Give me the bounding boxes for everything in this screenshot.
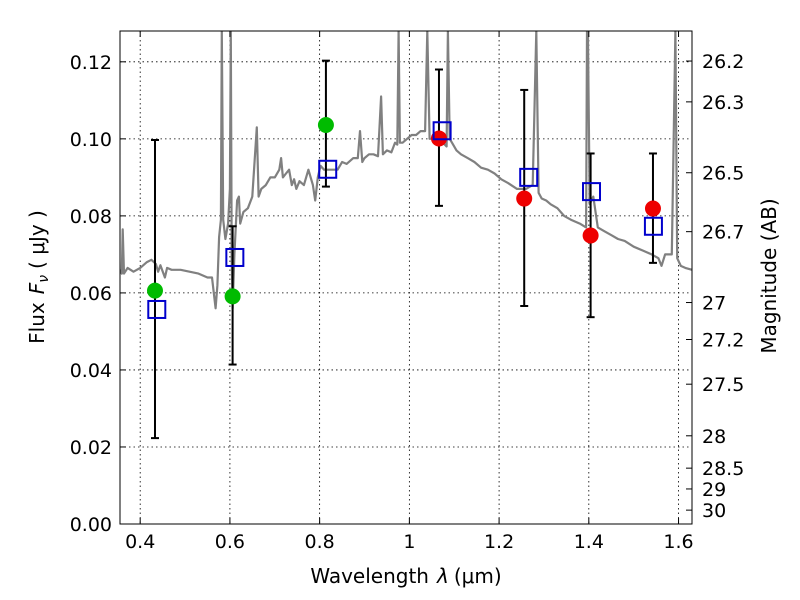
plot-frame [119, 30, 693, 525]
x-axis-label: Wavelength λ (μm) [310, 564, 501, 588]
data-markers [146, 116, 663, 319]
x-tick-label: 1.4 [574, 531, 604, 553]
model-spectrum [120, 31, 692, 310]
y-tick-label: 0.04 [70, 360, 112, 382]
right-tick-label: 27 [702, 293, 726, 315]
x-axis-ticks: 0.4 0.6 0.8 1 1.2 1.4 1.6 [125, 31, 694, 553]
y-tick-label: 0.10 [70, 129, 112, 151]
x-tick-label: 0.8 [305, 531, 335, 553]
right-axis-label: Magnitude (AB) [757, 198, 781, 353]
y-axis-label: FluxFν( μJy ) [25, 210, 52, 344]
y-tick-label: 0.12 [70, 52, 112, 74]
y-tick-label: 0.06 [70, 283, 112, 305]
right-tick-label: 26.2 [702, 51, 744, 73]
open-square-point [643, 216, 663, 236]
filled-circle-point [224, 288, 241, 305]
grid [120, 31, 692, 524]
open-square-point [582, 182, 602, 202]
filled-circle-point [516, 190, 533, 207]
right-tick-label: 26.3 [702, 92, 744, 114]
right-tick-label: 30 [702, 500, 726, 522]
right-tick-label: 26.7 [702, 222, 744, 244]
y-tick-label: 0.00 [70, 514, 112, 536]
open-square-point [432, 121, 452, 141]
right-tick-label: 27.5 [702, 374, 744, 396]
x-tick-label: 1 [403, 531, 415, 553]
x-tick-label: 1.6 [663, 531, 693, 553]
open-square-point [519, 167, 539, 187]
y-tick-label: 0.08 [70, 206, 112, 228]
filled-circle-point [317, 116, 334, 133]
right-tick-label: 27.2 [702, 330, 744, 352]
right-tick-label: 29 [702, 479, 726, 501]
x-tick-label: 0.6 [215, 531, 245, 553]
open-square-point [225, 247, 245, 267]
right-tick-label: 28.5 [702, 458, 744, 480]
model-spectrum-line [120, 31, 692, 310]
right-tick-label: 28 [702, 426, 726, 448]
y-tick-label: 0.02 [70, 437, 112, 459]
x-tick-label: 1.2 [484, 531, 514, 553]
open-square-point [147, 299, 167, 319]
right-tick-label: 26.5 [702, 163, 744, 185]
filled-circle-point [582, 227, 599, 244]
y-axis-ticks: 0.00 0.02 0.04 0.06 0.08 0.10 0.12 [70, 52, 126, 536]
x-tick-label: 0.4 [125, 531, 155, 553]
filled-circle-point [644, 200, 661, 217]
open-square-point [318, 159, 338, 179]
filled-circle-point [146, 282, 163, 299]
